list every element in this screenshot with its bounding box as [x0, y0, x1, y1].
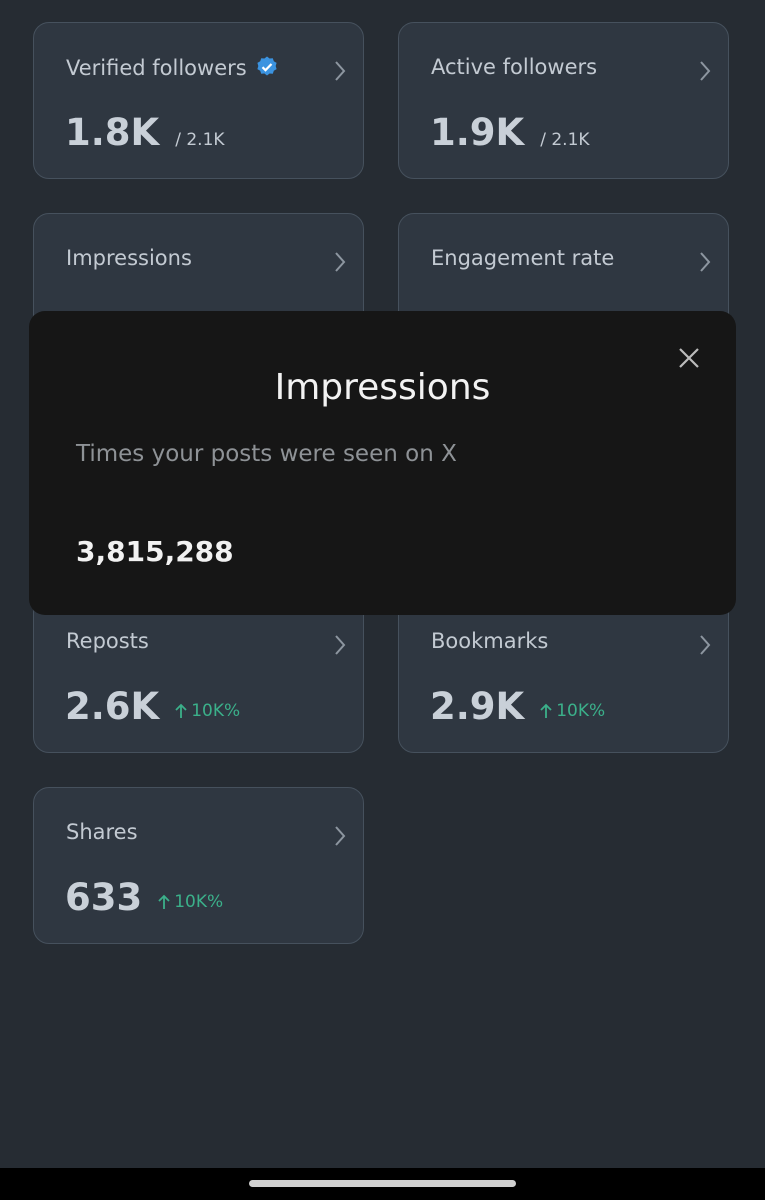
value-text: 1.8K	[65, 111, 160, 154]
info-modal: Impressions Times your posts were seen o…	[29, 311, 736, 615]
chevron	[335, 826, 346, 846]
change-text: 10K%	[191, 701, 241, 721]
value-change: 10K%	[540, 701, 605, 721]
chevron	[335, 635, 346, 655]
modal-description: Times your posts were seen on X	[76, 441, 457, 467]
chevron	[335, 61, 346, 81]
value-text: 2.9K	[430, 685, 525, 728]
verified-badge	[257, 56, 277, 76]
chevron	[700, 252, 711, 272]
value-text: 1.9K	[430, 111, 525, 154]
value-total: / 2.1K	[175, 130, 225, 150]
chevron	[700, 61, 711, 81]
card-label: Shares	[66, 820, 138, 844]
chevron	[700, 635, 711, 655]
card-label: Active followers	[431, 55, 598, 79]
card-label: Engagement rate	[431, 246, 615, 270]
up-arrow	[175, 703, 187, 718]
value-text: 2.6K	[65, 685, 160, 728]
card-label: Reposts	[66, 629, 149, 653]
metric-card[interactable]: Active followers 1.9K / 2.1K	[398, 22, 729, 179]
metric-card[interactable]: Reposts 2.6K 10K%	[33, 596, 364, 753]
card-value: 1.9K / 2.1K	[430, 111, 590, 154]
value-total: / 2.1K	[540, 130, 590, 150]
close-button[interactable]	[678, 347, 700, 369]
modal-value: 3,815,288	[76, 535, 234, 568]
card-value: 2.9K 10K%	[430, 685, 605, 728]
value-change: 10K%	[175, 701, 240, 721]
card-value: 633 10K%	[65, 876, 223, 919]
home-indicator[interactable]	[249, 1180, 516, 1187]
up-arrow	[540, 703, 552, 718]
card-label: Verified followers	[66, 55, 279, 80]
nav-bar	[0, 1168, 765, 1200]
card-label: Impressions	[66, 246, 192, 270]
value-text: 633	[65, 876, 143, 919]
card-label: Bookmarks	[431, 629, 549, 653]
modal-title: Impressions	[274, 367, 491, 408]
card-value: 1.8K / 2.1K	[65, 111, 225, 154]
change-text: 10K%	[556, 701, 606, 721]
card-value: 2.6K 10K%	[65, 685, 240, 728]
metric-card[interactable]: Verified followers 1.8K / 2.1K	[33, 22, 364, 179]
metric-card[interactable]: Shares 633 10K%	[33, 787, 364, 944]
up-arrow	[158, 894, 170, 909]
chevron	[335, 252, 346, 272]
change-text: 10K%	[174, 892, 224, 912]
value-change: 10K%	[158, 892, 223, 912]
metric-card[interactable]: Bookmarks 2.9K 10K%	[398, 596, 729, 753]
